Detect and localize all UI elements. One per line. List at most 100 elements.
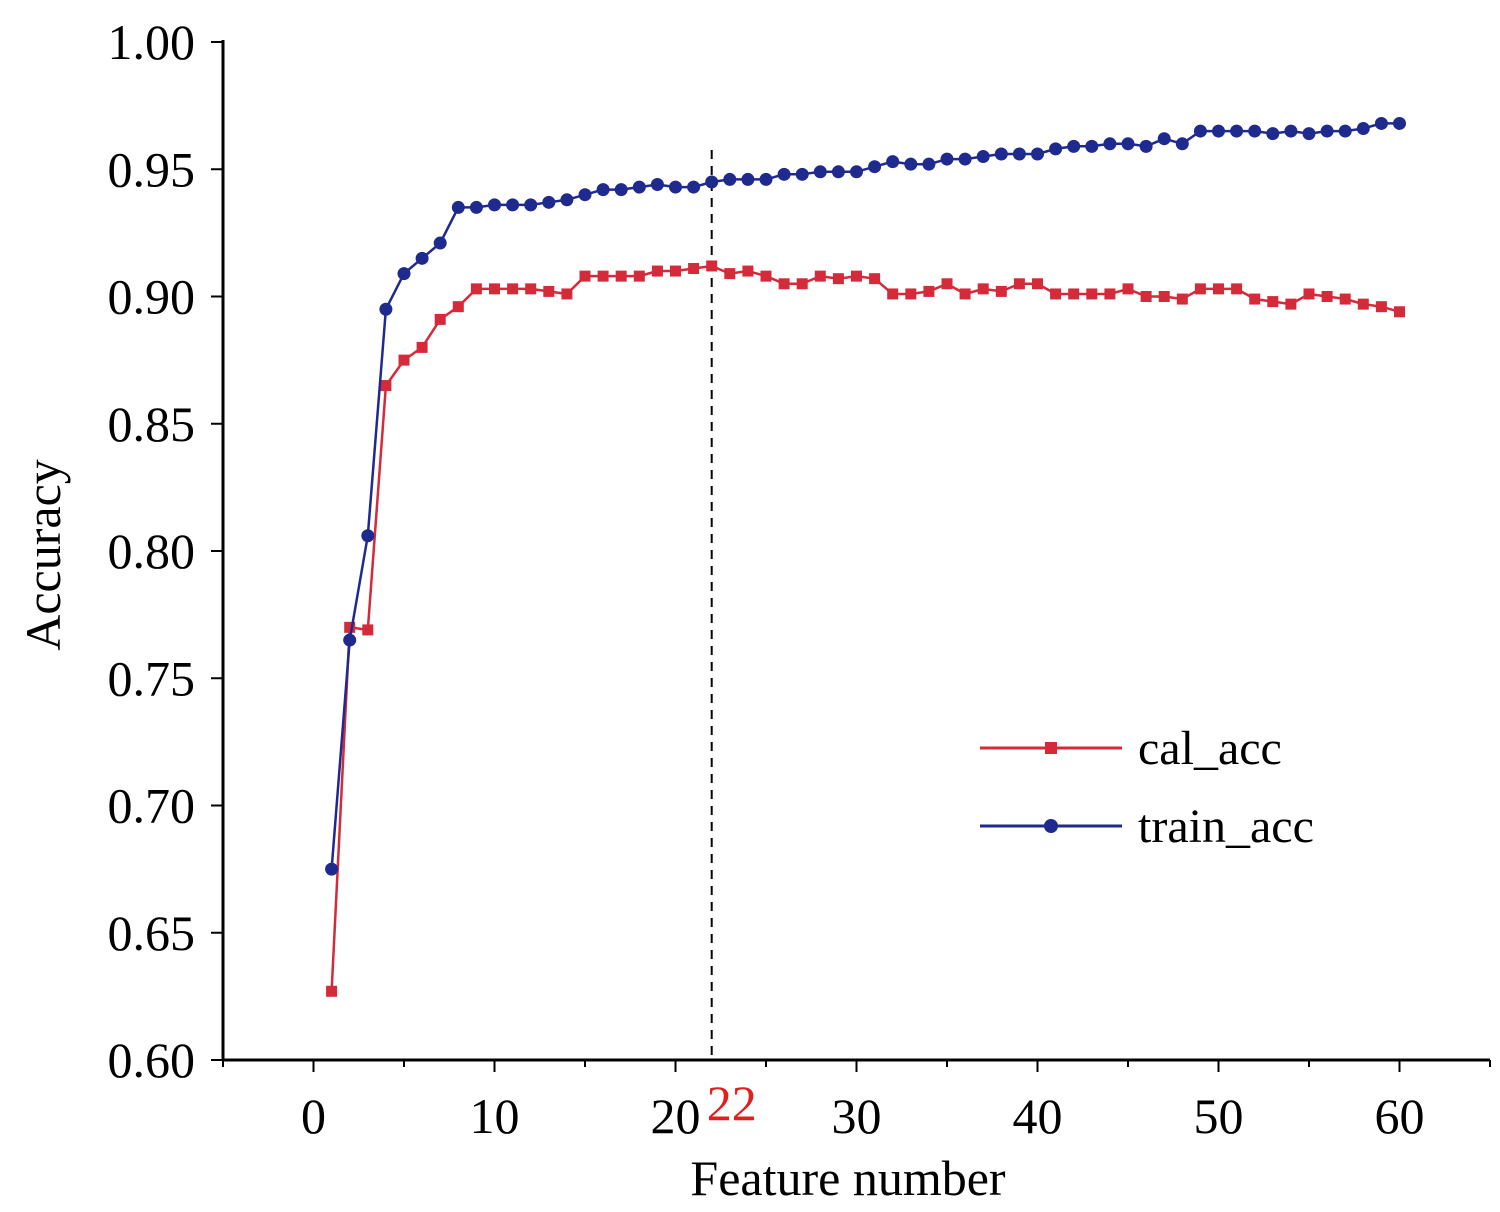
data-point <box>796 278 808 290</box>
x-axis-title: Feature number <box>690 1150 1006 1206</box>
data-point <box>1068 288 1080 300</box>
data-point <box>742 265 754 277</box>
data-point <box>958 152 972 166</box>
data-point <box>361 529 375 543</box>
data-point <box>814 270 826 282</box>
legend-item-cal-acc: cal_acc <box>980 722 1282 775</box>
data-point <box>1284 124 1298 138</box>
x-tick-label: 20 <box>651 1088 701 1144</box>
data-point <box>433 236 447 250</box>
x-tick-label: 0 <box>301 1088 326 1144</box>
y-tick-label: 1.00 <box>108 14 196 70</box>
data-point <box>959 288 971 300</box>
data-point <box>379 302 393 316</box>
data-point <box>1320 124 1334 138</box>
y-axis-title: Accuracy <box>15 459 71 651</box>
data-point <box>1050 288 1062 300</box>
data-point <box>813 165 827 179</box>
data-point <box>832 273 844 285</box>
data-point <box>1158 291 1170 302</box>
data-point <box>905 288 917 300</box>
data-point <box>1122 283 1134 295</box>
data-point <box>397 267 411 281</box>
legend-marker <box>1044 819 1058 833</box>
data-point <box>325 862 339 876</box>
data-point <box>362 624 374 636</box>
data-point <box>1393 116 1406 130</box>
x-tick-label: 30 <box>832 1088 882 1144</box>
data-point <box>470 283 482 295</box>
data-point <box>670 265 681 277</box>
data-point <box>469 200 483 214</box>
data-point <box>887 288 899 300</box>
data-point <box>886 155 900 169</box>
data-point <box>597 270 609 282</box>
data-point <box>724 268 736 280</box>
data-point <box>614 183 628 197</box>
data-point <box>1356 122 1370 136</box>
data-point <box>1032 278 1043 290</box>
data-point <box>1357 298 1369 310</box>
data-point <box>1374 116 1388 130</box>
data-point <box>1303 288 1315 300</box>
data-point <box>489 283 500 295</box>
data-point <box>1012 147 1026 161</box>
data-point <box>831 165 845 179</box>
data-point <box>1049 142 1063 156</box>
y-tick-label: 0.75 <box>108 650 196 706</box>
data-point <box>1085 139 1099 153</box>
data-point <box>1086 288 1098 300</box>
data-point <box>1212 124 1225 138</box>
data-point <box>343 633 357 647</box>
data-point <box>579 270 591 282</box>
series-line <box>330 264 1400 992</box>
data-point <box>1140 291 1152 302</box>
data-point <box>1175 137 1189 151</box>
y-tick-label: 0.90 <box>108 269 196 325</box>
data-point <box>434 313 446 325</box>
data-point <box>1013 278 1025 290</box>
data-point <box>706 260 718 272</box>
data-point <box>633 270 645 282</box>
data-point <box>650 178 664 192</box>
data-point <box>1339 293 1351 305</box>
data-point <box>1157 132 1171 146</box>
x-tick-label: 10 <box>470 1088 520 1144</box>
axes <box>221 40 1490 1062</box>
data-point <box>507 283 519 295</box>
data-point <box>922 157 936 171</box>
data-point <box>995 285 1007 297</box>
data-point <box>777 167 791 181</box>
legend-label: train_acc <box>1138 800 1314 853</box>
data-point <box>1121 137 1135 151</box>
data-point <box>1394 306 1405 318</box>
data-point <box>451 200 465 214</box>
y-tick-label: 0.85 <box>108 396 196 452</box>
data-point <box>651 265 663 277</box>
data-point <box>1194 283 1206 295</box>
data-point <box>1067 139 1081 153</box>
y-tick-label: 0.70 <box>108 778 196 834</box>
data-point <box>1031 147 1044 161</box>
data-point <box>506 198 520 212</box>
data-point <box>1302 127 1316 141</box>
data-point <box>632 180 646 194</box>
data-point <box>741 172 755 186</box>
data-point <box>688 263 700 275</box>
data-point <box>1338 124 1352 138</box>
data-point <box>1249 293 1261 305</box>
data-point <box>542 195 556 209</box>
data-point <box>923 285 935 297</box>
data-point <box>380 380 392 392</box>
y-tick-label: 0.80 <box>108 523 196 579</box>
data-point <box>1285 298 1297 310</box>
data-point <box>759 172 773 186</box>
data-point <box>398 354 410 366</box>
series-cal-acc <box>326 260 1405 997</box>
data-point <box>1321 291 1333 302</box>
data-point <box>705 175 719 189</box>
data-point <box>977 283 989 295</box>
data-point <box>524 198 538 212</box>
data-point <box>344 621 356 633</box>
